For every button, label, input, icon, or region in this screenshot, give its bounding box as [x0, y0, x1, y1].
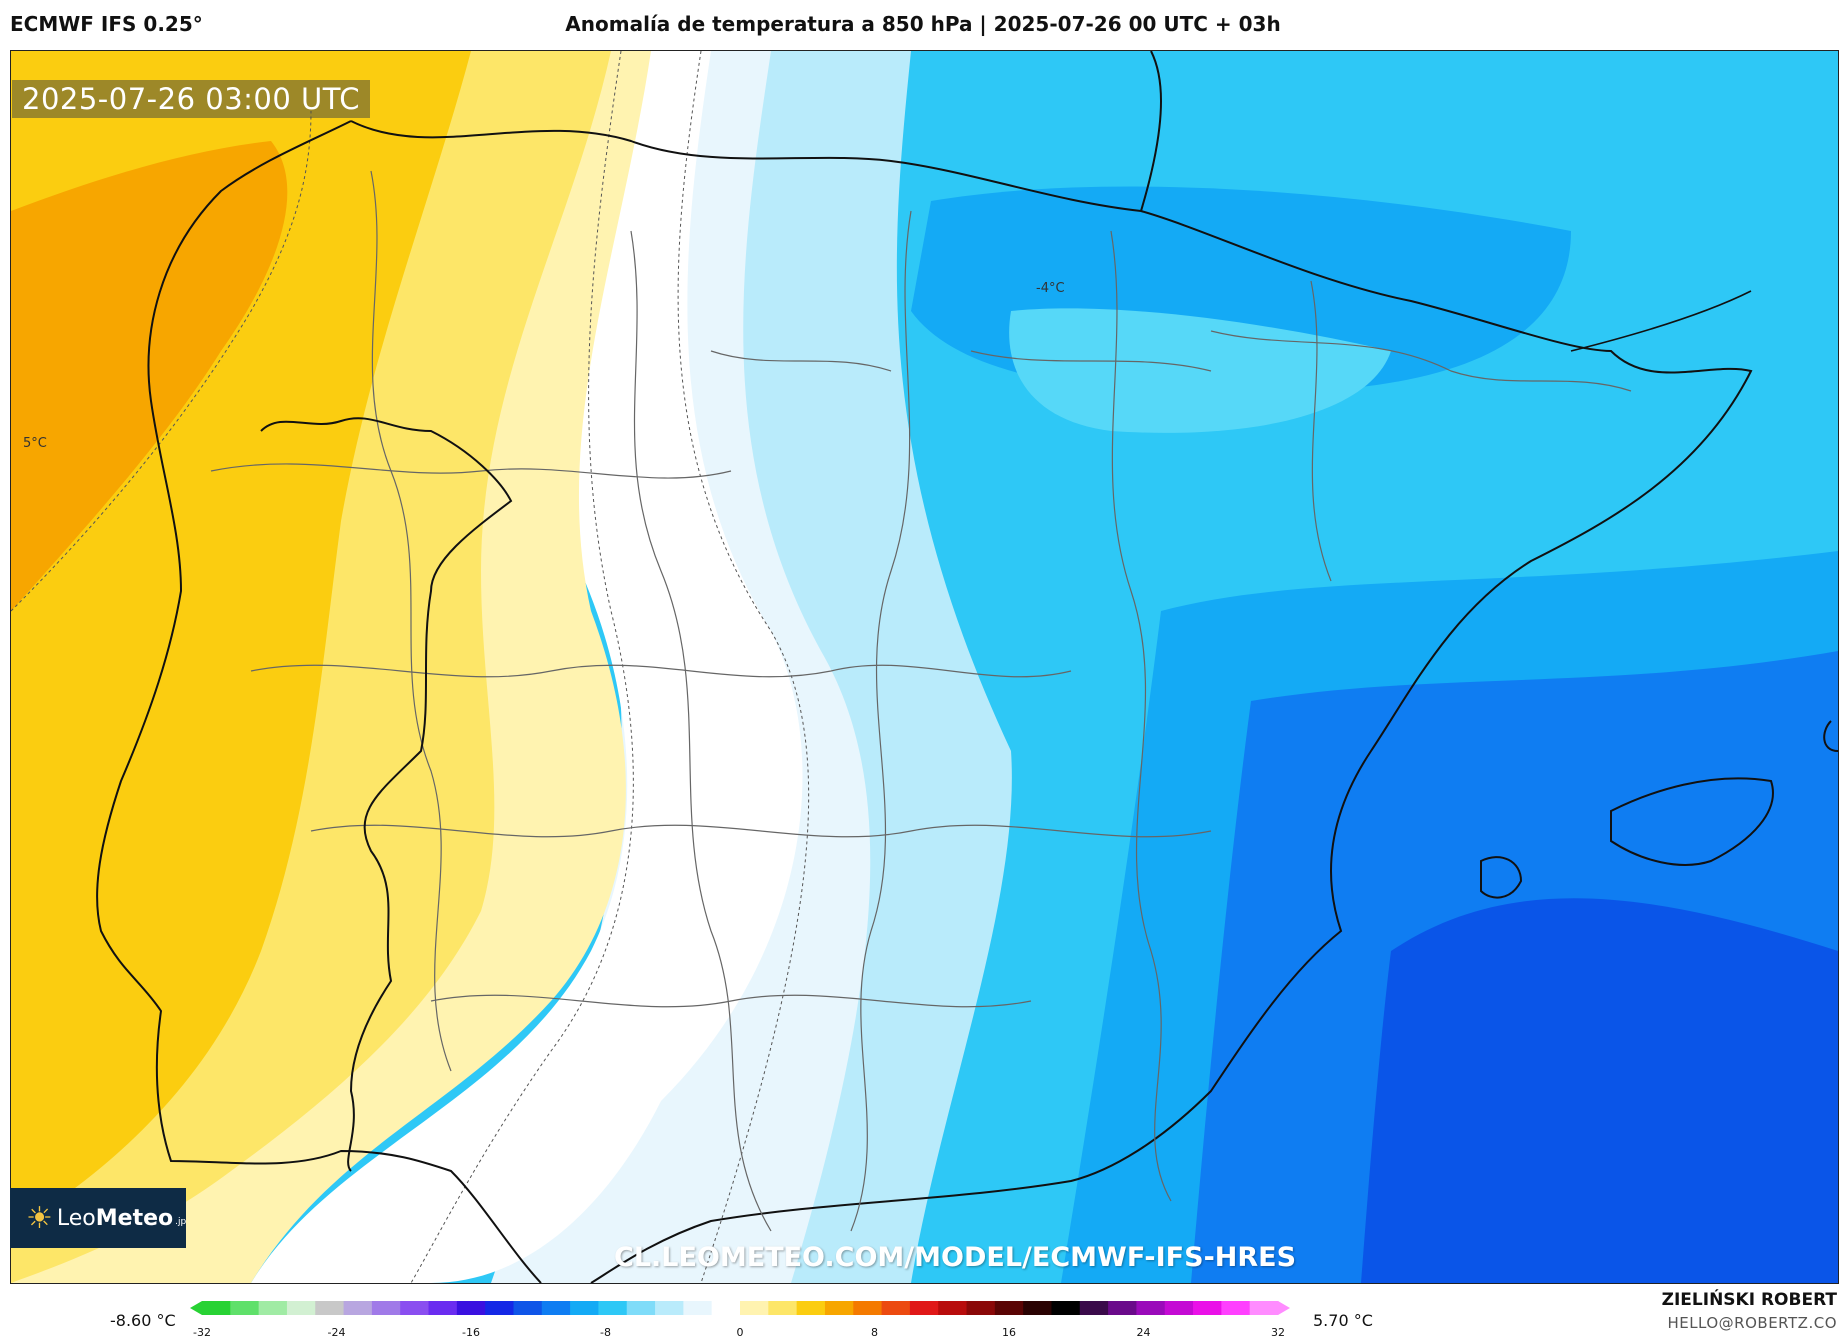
colorbar-segment [994, 1301, 1024, 1315]
colorbar-tick-label: 16 [1002, 1326, 1016, 1339]
field-cool-north-light [1009, 308, 1391, 433]
source-url-watermark[interactable]: CL.LEOMETEO.COM/MODEL/ECMWF-IFS-HRES [614, 1242, 1297, 1273]
temperature-anomaly-map[interactable]: 5°C -4°C [10, 50, 1839, 1284]
colorbar-segment [513, 1301, 543, 1315]
colorbar-segment [768, 1301, 798, 1315]
colorbar-segment [938, 1301, 968, 1315]
colorbar-segment [655, 1301, 684, 1315]
colorbar-tick-label: -32 [193, 1326, 211, 1339]
colorbar-segment [371, 1301, 401, 1315]
colorbar-segment [1221, 1301, 1251, 1315]
colorbar-tick-label: -16 [462, 1326, 480, 1339]
colorbar-segment [1164, 1301, 1194, 1315]
colorbar-segment [1193, 1301, 1222, 1315]
colorbar-segment [541, 1301, 571, 1315]
colorbar-segment [1079, 1301, 1109, 1315]
colorbar-segment [202, 1301, 231, 1315]
border-spain-portugal [260, 417, 513, 1172]
leometeo-logo[interactable]: ☀ Leo Meteo .jp [10, 1188, 186, 1248]
colorbar-tick-label: 0 [736, 1326, 744, 1339]
colorbar-segment [796, 1301, 826, 1315]
colorbar-segment [853, 1301, 883, 1315]
contour-label-cold: -4°C [1036, 281, 1065, 296]
colorbar-segment [230, 1301, 260, 1315]
admin-borders [210, 170, 1632, 1232]
colorbar-tick-label: -24 [327, 1326, 346, 1339]
colorbar-segment [400, 1301, 430, 1315]
contour-label-warm: 5°C [23, 436, 47, 451]
colorbar-segment [824, 1301, 854, 1315]
colorbar-segment [570, 1301, 599, 1315]
model-name: ECMWF IFS 0.25° [10, 12, 203, 36]
colorbar-segment [740, 1301, 769, 1315]
colorbar-tick-label: -8 [600, 1326, 611, 1339]
field-cool-deepest [1361, 898, 1838, 1283]
colorbar-segment [626, 1301, 656, 1315]
author-name: ZIELIŃSKI ROBERT [1661, 1290, 1837, 1310]
colorbar-segment [286, 1301, 316, 1315]
logo-text-regular: Leo [56, 1205, 96, 1231]
colorbar-segment [258, 1301, 288, 1315]
colorbar-tick-label: 24 [1136, 1326, 1151, 1339]
colorbar-segment [1051, 1301, 1081, 1315]
colorbar-segment [1023, 1301, 1052, 1315]
valid-time-badge: 2025-07-26 03:00 UTC [12, 80, 371, 118]
colorbar-segment [315, 1301, 345, 1315]
colorbar-segment [909, 1301, 939, 1315]
colorbar-segment [1136, 1301, 1166, 1315]
border-france [1140, 51, 1162, 212]
colorbar-segment [1249, 1301, 1279, 1315]
border-pyrenees [1570, 290, 1752, 352]
colorbar [190, 1301, 1290, 1315]
colorbar-segment [683, 1301, 713, 1315]
field-neutral [251, 51, 803, 1283]
author-email[interactable]: HELLO@ROBERTZ.CO [1667, 1314, 1837, 1332]
colorbar-segment [881, 1301, 911, 1315]
colorbar-segment [428, 1301, 458, 1315]
logo-text-bold: Meteo [95, 1205, 174, 1231]
colorbar-extend-max [1278, 1301, 1290, 1315]
colorbar-tick-label: 8 [871, 1326, 878, 1339]
colorbar-segment [485, 1301, 514, 1315]
colorbar-segment [456, 1301, 486, 1315]
map-title: Anomalía de temperatura a 850 hPa | 2025… [565, 12, 1281, 36]
coastline [96, 120, 1838, 1283]
map-canvas [11, 51, 1838, 1283]
colorbar-segment [343, 1301, 373, 1315]
colorbar-min-label: -8.60 °C [110, 1311, 176, 1330]
colorbar-max-label: 5.70 °C [1313, 1311, 1373, 1330]
colorbar-segment [966, 1301, 996, 1315]
colorbar-segment [1108, 1301, 1137, 1315]
colorbar-tick-label: 32 [1271, 1326, 1285, 1339]
sun-icon: ☀ [26, 1200, 53, 1236]
colorbar-segment [598, 1301, 628, 1315]
colorbar-extend-min [190, 1301, 202, 1315]
colorbar-segment [711, 1301, 741, 1315]
contour-lines [11, 51, 810, 1283]
logo-suffix: .jp [175, 1217, 187, 1227]
